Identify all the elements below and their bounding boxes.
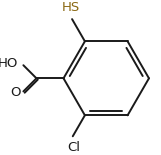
Text: HO: HO [0, 57, 18, 70]
Text: Cl: Cl [68, 141, 81, 154]
Text: O: O [10, 86, 20, 99]
Text: HS: HS [62, 1, 80, 14]
